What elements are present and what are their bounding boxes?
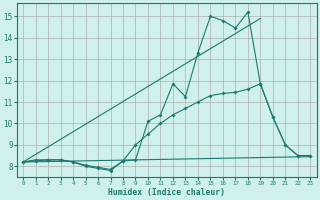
X-axis label: Humidex (Indice chaleur): Humidex (Indice chaleur) [108,188,225,197]
